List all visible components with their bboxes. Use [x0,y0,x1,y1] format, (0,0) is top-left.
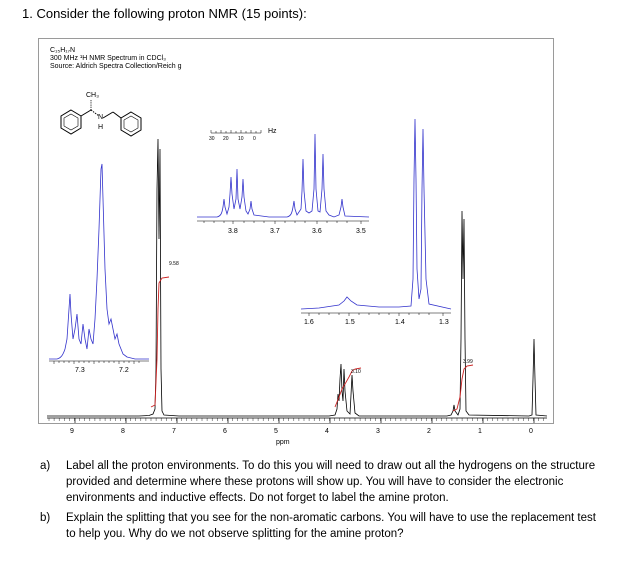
question-letter: a) [40,460,51,472]
methine-tick-label: 3.7 [270,228,280,235]
hz-tick-label: 20 [223,136,229,142]
molecular-formula: C₁₅H₁₇N [50,47,76,54]
ppm-axis-title: ppm [276,439,290,446]
spectrum-source: Source: Aldrich Spectra Collection/Reich… [50,63,182,70]
ppm-tick-label: 6 [223,428,227,435]
ppm-axis-labels: 9 8 7 6 5 4 3 2 1 0 ppm [38,422,552,452]
instrument-info: 300 MHz ¹H NMR Spectrum in CDCl₃ [50,55,167,62]
question-text: Label all the proton environments. To do… [66,460,596,504]
amine-methyl-tick-label: 1.6 [304,319,314,326]
ppm-tick-label: 0 [529,428,533,435]
hz-tick-label: 0 [253,136,256,142]
aromatic-inset-trace [49,163,149,360]
nitrogen-label: N [98,114,103,121]
amine-methyl-tick-label: 1.3 [439,319,449,326]
amine-methyl-inset-axis-ticks [308,313,444,316]
amine-hydrogen-label: H [98,124,103,131]
aromatic-inset-axis-ticks [53,361,140,364]
hz-tick-label: 30 [209,136,215,142]
methine-inset-trace [197,133,370,218]
spectrum-plot: CH₃ N H 7.3 7.2 Hz 30 [47,92,548,423]
hz-unit-label: Hz [268,128,277,135]
question-a: a) Label all the proton environments. To… [40,458,600,506]
integral-value: 9.58 [169,261,179,267]
question-b: b) Explain the splitting that you see fo… [40,510,600,542]
nmr-spectrum-figure: C₁₅H₁₇N 300 MHz ¹H NMR Spectrum in CDCl₃… [38,38,554,424]
integral-value: 3.10 [351,369,361,375]
hz-tick-label: 10 [238,136,244,142]
methine-tick-label: 3.8 [228,228,238,235]
integral-curve-methyl [452,364,474,412]
methyl-label: CH₃ [86,92,99,99]
question-list: a) Label all the proton environments. To… [40,458,600,546]
amine-methyl-tick-label: 1.4 [395,319,405,326]
amine-methyl-inset-trace [300,118,452,310]
ppm-tick-label: 4 [325,428,329,435]
ppm-tick-label: 5 [274,428,278,435]
amine-methyl-tick-label: 1.5 [345,319,355,326]
methine-tick-label: 3.6 [312,228,322,235]
question-text: Explain the splitting that you see for t… [66,512,596,540]
ppm-tick-label: 9 [70,428,74,435]
methine-inset-axis-ticks [203,221,362,224]
ppm-tick-label: 1 [478,428,482,435]
methine-tick-label: 3.5 [356,228,366,235]
right-phenyl-ring [120,111,142,137]
aromatic-tick-label: 7.3 [75,367,85,374]
question-title: 1. Consider the following proton NMR (15… [22,6,307,21]
main-spectrum-trace [47,138,548,417]
question-letter: b) [40,512,51,524]
ppm-tick-label: 7 [172,428,176,435]
integral-curve-aromatic [150,276,170,408]
hz-scale-ticks [210,130,262,133]
ppm-axis-major-ticks [74,418,535,423]
aromatic-tick-label: 7.2 [119,367,129,374]
integral-curve-methine [334,367,362,408]
ppm-axis-minor-ticks [48,418,544,421]
ppm-tick-label: 8 [121,428,125,435]
chemical-structure [60,99,142,137]
integral-value: 3.99 [463,359,473,365]
ppm-tick-label: 3 [376,428,380,435]
ppm-tick-label: 2 [427,428,431,435]
